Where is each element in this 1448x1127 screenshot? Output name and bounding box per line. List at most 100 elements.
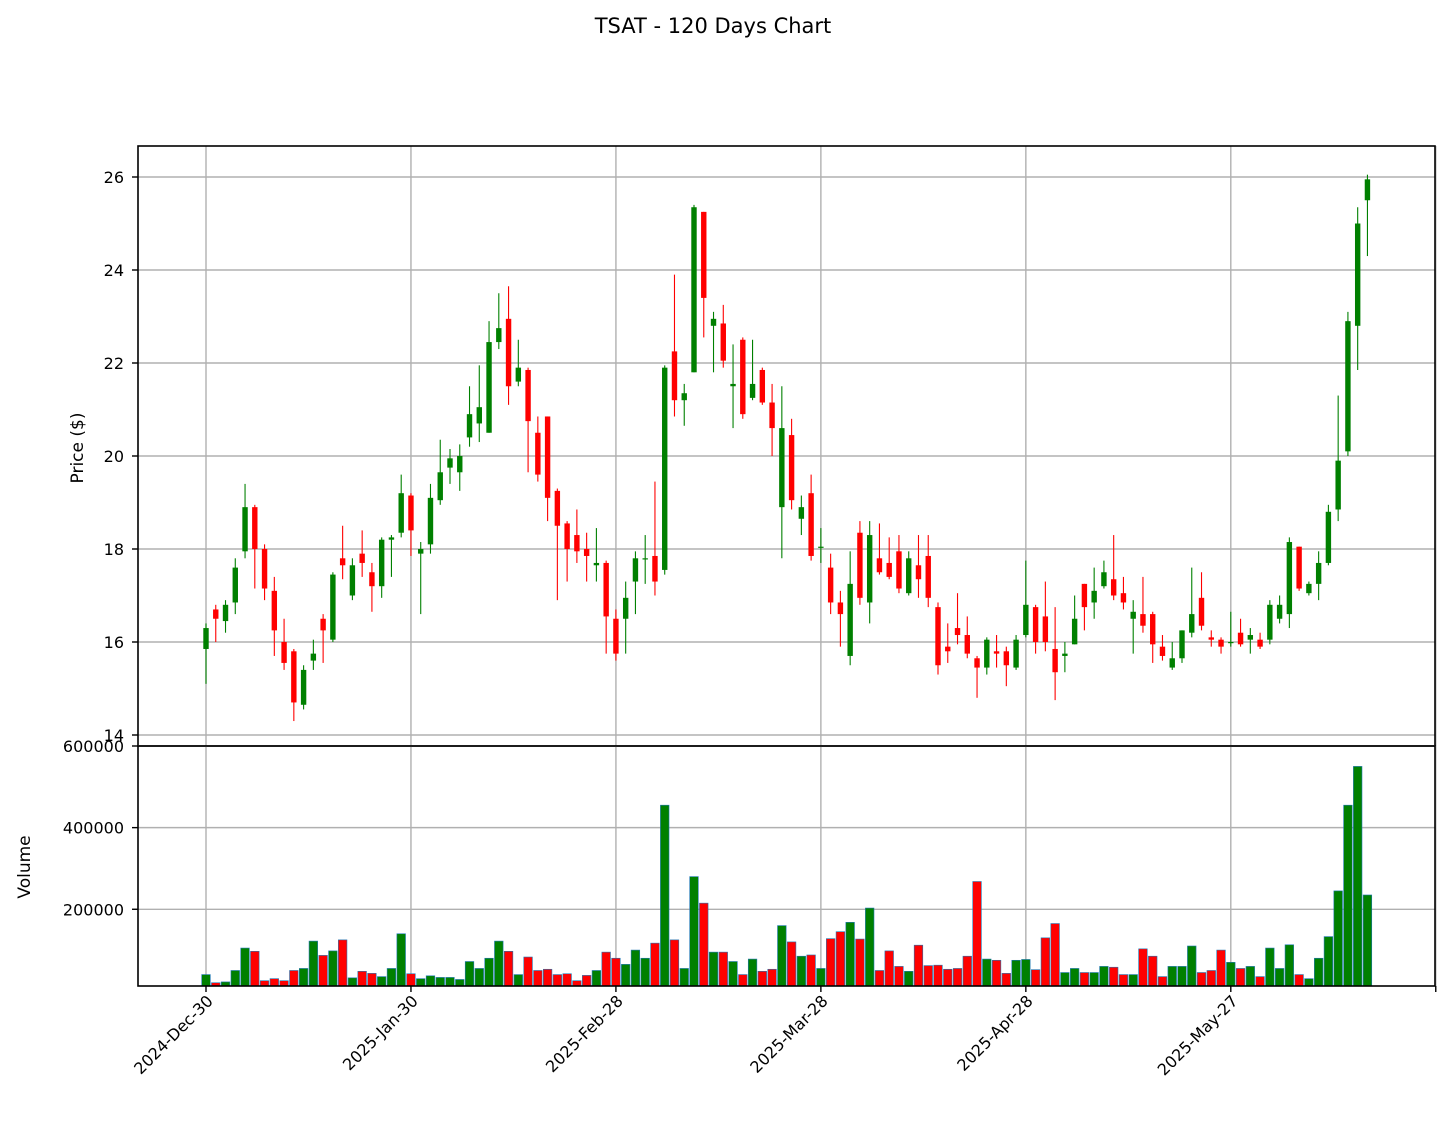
volume-bar (474, 968, 484, 987)
candle-body (320, 618, 326, 631)
candle (1237, 618, 1244, 647)
candle (1296, 546, 1302, 591)
volume-bar (1362, 894, 1373, 987)
candle (984, 637, 990, 675)
candle (1032, 604, 1039, 654)
volume-bar (679, 968, 689, 987)
candle (857, 521, 863, 605)
candle-body (418, 549, 424, 554)
candle (876, 523, 883, 575)
candle (1120, 576, 1127, 610)
x-tick-label: 2025-May-27 (1154, 991, 1242, 1079)
candle-body (1315, 562, 1322, 584)
volume-bar (1060, 972, 1070, 987)
volume-bar (777, 925, 787, 987)
volume-bar (445, 977, 455, 987)
x-tick-label: 2025-Apr-28 (953, 991, 1036, 1074)
candle (945, 623, 951, 663)
candle (1140, 576, 1146, 633)
candle-body (896, 551, 902, 589)
candle-body (359, 553, 365, 563)
price-y-tick-label: 26 (104, 168, 124, 187)
volume-bar (1314, 957, 1324, 987)
candle (1081, 583, 1088, 631)
candle-body (740, 339, 746, 415)
candle-body (1150, 614, 1156, 645)
volume-bar (874, 970, 885, 987)
candle-body (1325, 511, 1332, 563)
volume-gridlines (138, 745, 1437, 986)
volume-bar (728, 961, 738, 987)
candle (837, 590, 844, 647)
candle-body (1306, 583, 1312, 594)
candle-body (1179, 630, 1185, 659)
candle (866, 521, 873, 624)
volume-bar (308, 940, 318, 987)
volume-bar (630, 949, 641, 987)
candle (388, 535, 395, 577)
candle (808, 474, 814, 561)
candle-body (505, 318, 512, 387)
x-tick-label: 2024-Dec-30 (130, 991, 217, 1078)
candle-body (866, 535, 873, 603)
volume-bar (1284, 944, 1294, 987)
candle-body (847, 583, 853, 656)
candle (993, 635, 1000, 668)
candle-body (837, 602, 844, 615)
volume-bar (289, 970, 299, 987)
candle-body (1208, 637, 1214, 640)
candle (1150, 611, 1156, 663)
candle-body (369, 572, 375, 587)
volume-bar (1294, 974, 1304, 987)
candle (1042, 581, 1049, 652)
candle (281, 618, 287, 670)
volume-bar (747, 958, 758, 987)
candle-body (827, 567, 834, 603)
candle-body (730, 383, 736, 387)
volume-bar (484, 957, 494, 987)
volume-bar (757, 971, 767, 987)
volume-bar (699, 902, 709, 987)
volume-bar (845, 922, 855, 987)
candle-body (701, 211, 707, 298)
volume-bar (1031, 969, 1041, 987)
candle (369, 562, 375, 612)
volume-bar (435, 977, 445, 987)
candle (632, 551, 639, 615)
x-tick-label: 2025-Feb-28 (542, 991, 627, 1076)
candle-body (496, 328, 502, 343)
candle (964, 616, 970, 659)
volume-bar (416, 978, 426, 987)
volume-bar (1304, 978, 1314, 987)
candle-body (1345, 321, 1351, 452)
volume-y-axis-label: Volume (15, 835, 35, 898)
volume-bar (913, 944, 924, 987)
candle-body (535, 432, 541, 475)
volume-bar (806, 954, 816, 987)
volume-y-tick-label: 400000 (63, 819, 124, 838)
candle-body (1228, 642, 1234, 644)
candle-body (818, 546, 824, 548)
candle (242, 483, 248, 559)
candle-body (749, 383, 756, 398)
candle-body (1052, 648, 1058, 673)
candle-body (993, 651, 1000, 654)
candle-body (1159, 646, 1166, 656)
volume-bar (865, 907, 875, 987)
candle (476, 365, 482, 443)
volume-bar (328, 950, 338, 987)
candle-body (798, 507, 805, 519)
candlesticks (203, 174, 1371, 722)
candle (818, 528, 824, 563)
candle-body (466, 414, 473, 438)
candle (300, 665, 307, 710)
volume-bar (660, 804, 670, 987)
candle (749, 339, 756, 401)
candle-body (222, 604, 229, 622)
candle (339, 525, 346, 580)
candle-body (1091, 590, 1097, 603)
candle (720, 304, 726, 368)
candle (896, 535, 902, 594)
candle (740, 337, 746, 419)
candle-body (310, 653, 317, 661)
